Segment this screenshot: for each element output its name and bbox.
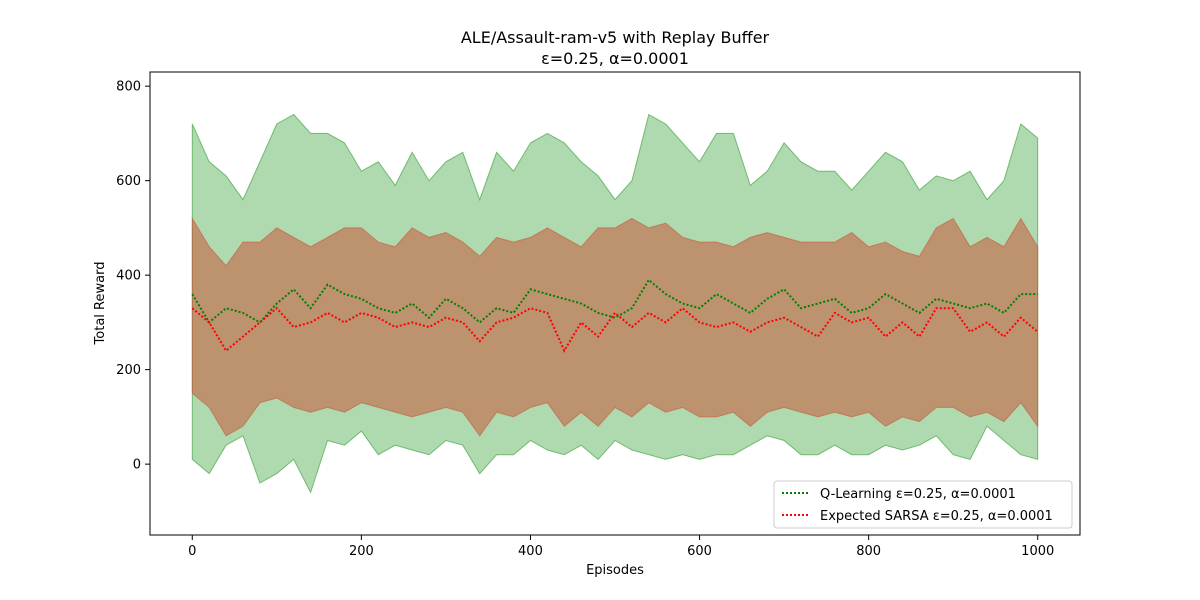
x-axis: 0 200 400 600 800 1000: [188, 535, 1054, 559]
y-axis: 0 200 400 600 800: [116, 80, 150, 473]
x-tick-label: 400: [518, 544, 543, 559]
x-tick-label: 200: [349, 544, 374, 559]
x-tick-label: 600: [687, 544, 712, 559]
lines-layer: [191, 278, 1039, 353]
line-expected-sarsa: [191, 306, 1039, 353]
x-tick-label: 0: [188, 544, 196, 559]
chart-subtitle: ε=0.25, α=0.0001: [541, 49, 689, 68]
bands-layer: [191, 113, 1039, 494]
line-q-learning: [191, 278, 1038, 324]
y-axis-label: Total Reward: [93, 262, 108, 346]
chart-title: ALE/Assault-ram-v5 with Replay Buffer: [461, 28, 770, 47]
legend: Q-Learning ε=0.25, α=0.0001 Expected SAR…: [773, 480, 1073, 529]
y-tick-label: 400: [116, 269, 141, 284]
x-axis-label: Episodes: [586, 563, 644, 578]
y-tick-label: 0: [133, 458, 141, 473]
y-tick-label: 200: [116, 363, 141, 378]
x-tick-label: 800: [856, 544, 881, 559]
legend-box: [773, 480, 1073, 529]
legend-label-q-learning: Q-Learning ε=0.25, α=0.0001: [820, 487, 1016, 502]
x-tick-label: 1000: [1021, 544, 1054, 559]
plot-frame: [149, 71, 1081, 536]
legend-label-expected-sarsa: Expected SARSA ε=0.25, α=0.0001: [820, 509, 1053, 524]
band-expected-sarsa: [191, 216, 1039, 437]
y-tick-label: 600: [116, 174, 141, 189]
y-tick-label: 800: [116, 80, 141, 95]
